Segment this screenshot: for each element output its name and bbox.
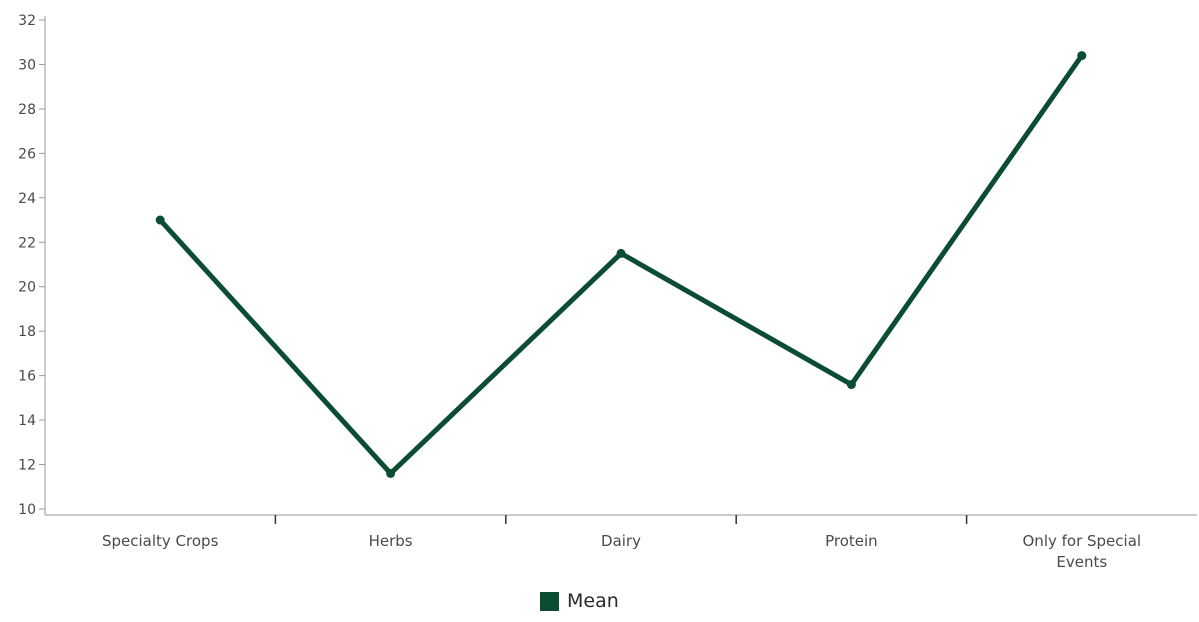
data-point [386, 468, 396, 478]
y-tick-label: 20 [18, 280, 36, 296]
y-tick-label: 12 [18, 458, 36, 474]
y-tick-label: 22 [18, 235, 36, 251]
y-tick-label: 26 [18, 146, 36, 162]
y-tick-label: 10 [18, 502, 36, 518]
y-tick-label: 32 [18, 13, 36, 29]
legend: Mean [540, 590, 619, 612]
data-point [846, 380, 856, 390]
x-category-label: Specialty Crops [102, 532, 219, 550]
y-tick-label: 14 [18, 413, 36, 429]
data-point [616, 248, 626, 258]
y-tick-label: 16 [18, 369, 36, 385]
x-category-label: Herbs [369, 532, 413, 550]
data-point [1077, 51, 1087, 61]
y-tick-label: 28 [18, 102, 36, 118]
y-tick-label: 30 [18, 57, 36, 73]
x-category-label: Only for Special [1023, 532, 1142, 550]
series-line-mean [157, 53, 1085, 476]
x-category-label: Dairy [601, 532, 641, 550]
legend-label-mean: Mean [567, 590, 619, 612]
y-axis: 10 12 14 16 18 20 22 24 26 28 30 32 [18, 13, 46, 518]
series-layer [155, 51, 1087, 478]
data-point [155, 215, 165, 225]
x-category-label: Events [1056, 553, 1107, 571]
x-axis: Specialty Crops Herbs Dairy Protein Only for… [45, 514, 1197, 571]
y-tick-label: 18 [18, 324, 36, 340]
legend-swatch-mean [540, 591, 559, 611]
x-category-label: Protein [825, 532, 878, 550]
y-tick-label: 24 [18, 191, 36, 207]
